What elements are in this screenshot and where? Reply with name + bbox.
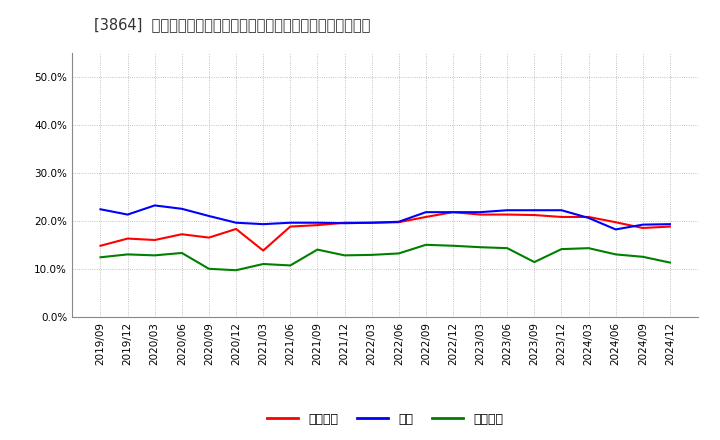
在庫 — [449, 209, 457, 215]
在庫 — [557, 208, 566, 213]
在庫 — [313, 220, 322, 225]
売上債権 — [313, 223, 322, 228]
売上債権 — [557, 214, 566, 220]
売上債権 — [259, 248, 268, 253]
買入債務 — [476, 245, 485, 250]
売上債権 — [421, 214, 430, 220]
売上債権 — [286, 224, 294, 229]
売上債権 — [530, 213, 539, 218]
買入債務 — [557, 246, 566, 252]
買入債務 — [96, 255, 105, 260]
売上債権 — [150, 237, 159, 242]
売上債権 — [395, 220, 403, 225]
買入債務 — [530, 260, 539, 265]
買入債務 — [395, 251, 403, 256]
買入債務 — [123, 252, 132, 257]
買入債務 — [204, 266, 213, 271]
売上債権 — [367, 220, 376, 225]
買入債務 — [421, 242, 430, 247]
買入債務 — [341, 253, 349, 258]
在庫 — [232, 220, 240, 225]
売上債権 — [341, 220, 349, 225]
在庫 — [395, 219, 403, 224]
売上債権 — [476, 212, 485, 217]
買入債務 — [313, 247, 322, 252]
在庫 — [259, 221, 268, 227]
在庫 — [178, 206, 186, 212]
在庫 — [96, 207, 105, 212]
買入債務 — [367, 252, 376, 257]
在庫 — [421, 209, 430, 215]
在庫 — [639, 222, 647, 227]
買入債務 — [286, 263, 294, 268]
在庫 — [204, 213, 213, 219]
在庫 — [665, 221, 674, 227]
売上債権 — [204, 235, 213, 240]
売上債権 — [232, 226, 240, 231]
在庫 — [611, 227, 620, 232]
在庫 — [150, 203, 159, 208]
買入債務 — [449, 243, 457, 249]
在庫 — [476, 209, 485, 215]
在庫 — [341, 220, 349, 226]
売上債権 — [123, 236, 132, 241]
Line: 売上債権: 売上債権 — [101, 212, 670, 250]
買入債務 — [639, 254, 647, 260]
売上債権 — [584, 214, 593, 220]
在庫 — [123, 212, 132, 217]
売上債権 — [449, 209, 457, 215]
在庫 — [584, 215, 593, 220]
売上債権 — [96, 243, 105, 249]
在庫 — [286, 220, 294, 225]
買入債務 — [584, 246, 593, 251]
在庫 — [503, 208, 511, 213]
Legend: 売上債権, 在庫, 買入債務: 売上債権, 在庫, 買入債務 — [262, 407, 508, 430]
買入債務 — [259, 261, 268, 267]
買入債務 — [611, 252, 620, 257]
在庫 — [530, 208, 539, 213]
売上債権 — [665, 224, 674, 229]
Text: [3864]  売上債権、在庫、買入債務の総資産に対する比率の推移: [3864] 売上債権、在庫、買入債務の総資産に対する比率の推移 — [94, 18, 370, 33]
売上債権 — [178, 231, 186, 237]
Line: 買入債務: 買入債務 — [101, 245, 670, 270]
買入債務 — [150, 253, 159, 258]
売上債権 — [639, 225, 647, 231]
買入債務 — [503, 246, 511, 251]
売上債権 — [503, 212, 511, 217]
売上債権 — [611, 220, 620, 225]
在庫 — [367, 220, 376, 225]
買入債務 — [178, 250, 186, 256]
Line: 在庫: 在庫 — [101, 205, 670, 229]
買入債務 — [232, 268, 240, 273]
買入債務 — [665, 260, 674, 265]
